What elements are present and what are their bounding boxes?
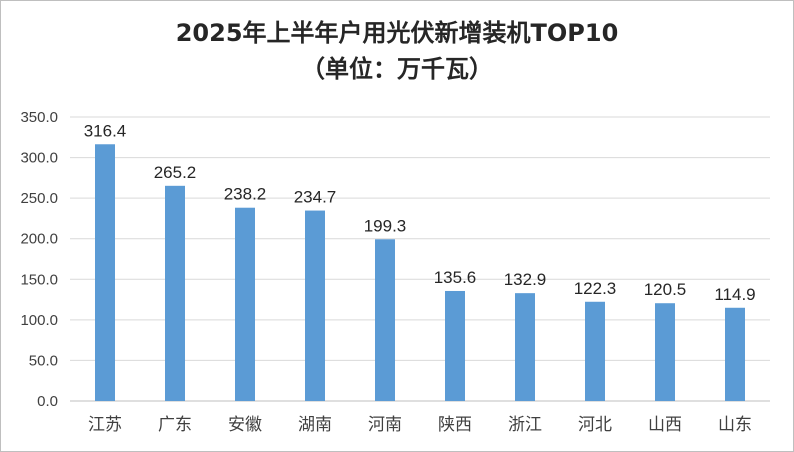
bar	[655, 303, 675, 401]
chart-subtitle-unit: （单位：万千瓦）	[301, 55, 493, 83]
chart-title: 2025年上半年户用光伏新增装机TOP10	[175, 19, 619, 47]
y-tick-label: 100.0	[20, 312, 58, 329]
data-label: 265.2	[154, 163, 197, 182]
gridlines	[70, 116, 770, 402]
x-category-label: 山东	[718, 415, 752, 435]
x-category-label: 湖南	[298, 415, 332, 435]
bar	[725, 307, 745, 401]
data-label: 120.5	[644, 280, 687, 299]
y-tick-label: 150.0	[20, 271, 58, 288]
bar	[235, 207, 255, 401]
bar	[375, 239, 395, 401]
y-tick-label: 0.0	[37, 393, 58, 410]
data-label: 135.6	[434, 268, 477, 287]
y-tick-label: 50.0	[29, 352, 58, 369]
data-label: 122.3	[574, 279, 617, 298]
x-category-label: 河北	[578, 415, 612, 435]
data-labels: 316.4 265.2 238.2 234.7 199.3 135.6 132.9 122.3…	[84, 121, 756, 304]
data-label: 199.3	[364, 216, 407, 235]
y-tick-label: 250.0	[20, 190, 58, 207]
data-label: 132.9	[504, 270, 547, 289]
data-label: 238.2	[224, 185, 267, 204]
x-axis-categories: 江苏 广东 安徽 湖南 河南 陕西 浙江 河北 山西 山东	[88, 415, 752, 435]
x-category-label: 浙江	[508, 415, 542, 435]
data-label: 114.9	[714, 285, 755, 304]
data-label: 316.4	[84, 121, 127, 140]
x-category-label: 河南	[368, 415, 402, 435]
x-category-label: 广东	[158, 415, 192, 435]
bar	[445, 290, 465, 401]
bar	[305, 210, 325, 401]
data-label: 234.7	[294, 188, 337, 207]
x-category-label: 陕西	[438, 415, 472, 435]
bar	[95, 144, 115, 401]
y-tick-label: 350.0	[20, 109, 58, 126]
bar	[515, 293, 535, 401]
bars	[95, 144, 745, 401]
x-category-label: 江苏	[88, 415, 122, 435]
bar	[165, 185, 185, 401]
y-tick-label: 300.0	[20, 150, 58, 167]
bar	[585, 301, 605, 401]
y-tick-label: 200.0	[20, 231, 58, 248]
y-axis-ticks: 0.0 50.0 100.0 150.0 200.0 250.0 300.0 350.0	[20, 109, 58, 410]
x-category-label: 山西	[648, 415, 682, 435]
x-category-label: 安徽	[228, 415, 262, 435]
